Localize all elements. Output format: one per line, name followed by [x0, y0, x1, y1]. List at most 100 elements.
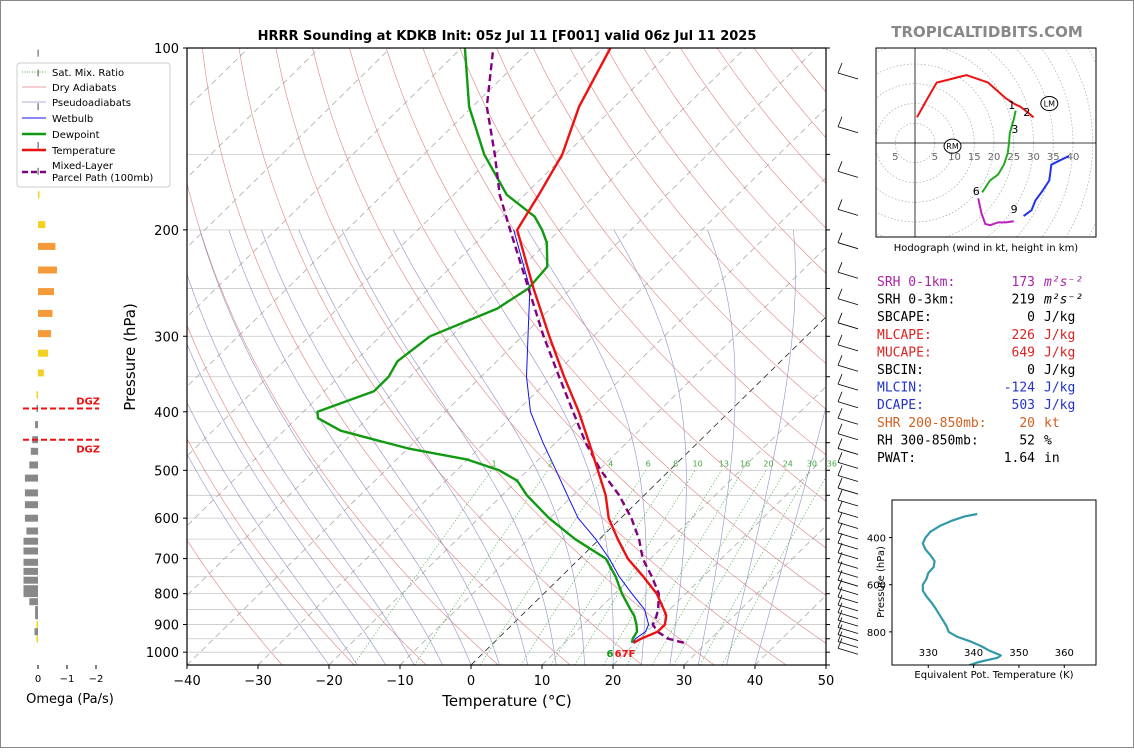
hodograph-ring-label: 30	[1027, 152, 1040, 163]
legend-label: Sat. Mix. Ratio	[52, 68, 124, 79]
x-tick-label: −10	[386, 674, 413, 689]
theta-e-x-tick-label: 340	[964, 648, 983, 659]
index-label: MLCAPE:	[877, 328, 932, 343]
index-label: SBCAPE:	[877, 310, 932, 325]
index-label: PWAT:	[877, 451, 916, 466]
y-tick-label: 500	[154, 464, 179, 479]
hodograph-height-label: 9	[1011, 203, 1018, 216]
y-tick-label: 200	[154, 224, 179, 239]
y-tick-label: 600	[154, 512, 179, 527]
hodograph-ring-label: 20	[988, 152, 1001, 163]
omega-bar	[25, 475, 38, 482]
y-tick-label: 400	[154, 406, 179, 421]
mixing-ratio-label: 1	[492, 460, 497, 469]
omega-bar	[26, 528, 38, 535]
omega-tick-label: −2	[89, 674, 104, 685]
y-tick-label: 1000	[146, 646, 179, 661]
index-label: DCAPE:	[877, 398, 924, 413]
omega-bar	[38, 221, 45, 228]
omega-bar	[25, 489, 38, 496]
x-tick-label: −20	[315, 674, 342, 689]
theta-e-y-label: Pressure (hPa)	[876, 546, 887, 618]
hodograph-caption: Hodograph (wind in kt, height in km)	[894, 243, 1079, 254]
index-value: 52	[1019, 433, 1035, 448]
omega-tick-label: 0	[35, 674, 41, 685]
index-value: 1.64	[1004, 451, 1035, 466]
mixing-ratio-label: 20	[763, 460, 773, 469]
mixing-ratio-label: 4	[608, 460, 613, 469]
omega-bar	[24, 559, 39, 566]
y-tick-label: 800	[154, 588, 179, 603]
index-value: 0	[1027, 310, 1035, 325]
index-value: 226	[1012, 328, 1035, 343]
omega-bar	[38, 191, 40, 198]
hodograph-ring-label: 10	[948, 152, 961, 163]
theta-e-x-tick-label: 330	[919, 648, 938, 659]
brand-watermark: TROPICALTIDBITS.COM	[891, 23, 1083, 41]
index-unit: J/kg	[1044, 345, 1075, 360]
omega-bar	[38, 267, 57, 274]
index-value: 219	[1012, 293, 1035, 308]
omega-bar	[38, 350, 48, 357]
hodograph-ring-label: 25	[1007, 152, 1020, 163]
mixing-ratio-label: 13	[719, 460, 729, 469]
omega-bar	[37, 70, 39, 77]
omega-bar	[38, 243, 55, 250]
index-value: 503	[1012, 398, 1035, 413]
omega-bar	[35, 628, 39, 635]
x-tick-label: −40	[173, 674, 200, 689]
omega-bar	[38, 330, 51, 337]
mixing-ratio-label: 36	[827, 460, 837, 469]
index-unit: J/kg	[1044, 328, 1075, 343]
index-label: MUCAPE:	[877, 345, 932, 360]
hodograph-height-label: 2	[1023, 106, 1030, 119]
hodograph-height-label: 6	[973, 185, 980, 198]
legend-label: Dewpoint	[52, 130, 100, 141]
legend-label-line: Parcel Path (100mb)	[52, 173, 153, 184]
omega-bar	[38, 288, 54, 295]
index-unit: m²s⁻²	[1043, 293, 1083, 308]
omega-bar	[25, 501, 38, 508]
mixing-ratio-label: 6	[646, 460, 651, 469]
omega-bar	[25, 515, 38, 522]
omega-bar	[37, 391, 39, 398]
hodograph-height-label: 1	[1008, 99, 1015, 112]
hodograph-ring-label: 5	[932, 152, 938, 163]
index-value: 20	[1019, 416, 1035, 431]
omega-bar	[35, 421, 38, 428]
theta-e-x-tick-label: 360	[1055, 648, 1074, 659]
y-tick-label: 700	[154, 553, 179, 568]
hodograph-ring-label: 40	[1067, 152, 1080, 163]
y-axis-label: Pressure (hPa)	[121, 303, 139, 411]
omega-bar	[37, 635, 39, 642]
surface-dewpoint-label: 6	[607, 649, 614, 660]
legend-label: Wetbulb	[52, 114, 93, 125]
index-value: 649	[1012, 345, 1035, 360]
omega-bar	[24, 548, 39, 555]
index-unit: J/kg	[1044, 381, 1075, 396]
index-label: RH 300-850mb:	[877, 433, 979, 448]
x-tick-label: 50	[818, 674, 835, 689]
hodograph-height-label: 3	[1011, 123, 1018, 136]
omega-bar	[38, 310, 53, 317]
omega-bar	[24, 568, 39, 575]
omega-bar	[29, 598, 38, 605]
index-unit: m²s⁻²	[1043, 275, 1083, 290]
index-label: SRH 0-3km:	[877, 293, 955, 308]
index-unit: kt	[1044, 416, 1060, 431]
surface-temperature-label: 67F	[615, 649, 636, 660]
omega-bar	[38, 369, 44, 376]
mixing-ratio-label: 30	[807, 460, 817, 469]
index-label: SBCIN:	[877, 363, 924, 378]
x-tick-label: 0	[467, 674, 475, 689]
omega-bar	[24, 585, 39, 592]
y-tick-label: 300	[154, 330, 179, 345]
legend-label-line: Mixed-Layer	[52, 161, 114, 172]
index-value: 0	[1027, 363, 1035, 378]
index-label: MLCIN:	[877, 381, 924, 396]
index-value: -124	[1004, 381, 1035, 396]
theta-e-y-tick-label: 400	[867, 534, 886, 545]
theta-e-x-tick-label: 350	[1009, 648, 1028, 659]
legend-label: Temperature	[51, 146, 115, 157]
omega-bar	[37, 50, 39, 57]
